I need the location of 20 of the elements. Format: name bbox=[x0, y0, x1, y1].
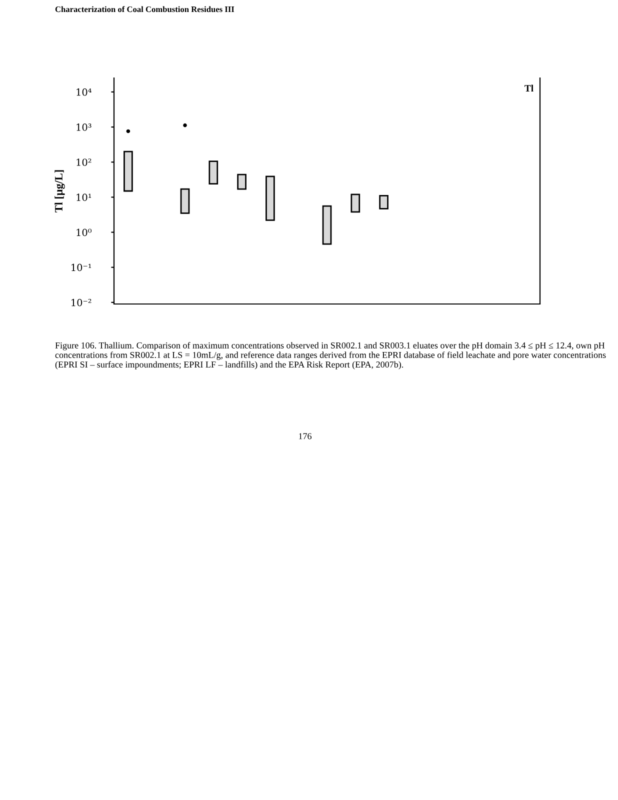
text: 176 bbox=[299, 433, 312, 440]
bar bbox=[266, 176, 275, 221]
y-tick-label: 10⁴ bbox=[76, 88, 92, 96]
y-tick-label: 10⁰ bbox=[76, 228, 92, 236]
y-axis-title: Tl [µg/L] bbox=[54, 170, 65, 212]
bar bbox=[124, 150, 133, 192]
y-tick-label: 10¹ bbox=[76, 194, 92, 202]
caption: Figure 106. Thallium. Comparison of maximum concentrations observed in SR002.1 and SR003.1 eluates over the pH domain 3.4 ≤ pH ≤ 12.4, own pH concentrations from SR002.1 at LS = 10mL/g, and reference data ranges derived from the EPRI database of field leachate and pore water concentrations (EPRI SI – surface impoundments; EPRI LF – landfills) and the EPA Risk Report (EPA, 2007b). bbox=[55, 342, 606, 370]
bar bbox=[237, 174, 246, 190]
y-tick-label: 10⁻² bbox=[72, 298, 92, 306]
bar bbox=[208, 160, 218, 185]
chart-title: Characterization of Coal Combustion Residues III bbox=[55, 6, 234, 12]
bar bbox=[350, 194, 360, 213]
annotation: Tl bbox=[524, 84, 534, 92]
bar bbox=[379, 195, 388, 210]
bar bbox=[322, 205, 332, 245]
y-tick-label: 10⁻¹ bbox=[72, 264, 92, 272]
bar bbox=[180, 188, 190, 214]
y-tick-label: 10² bbox=[76, 158, 92, 166]
y-tick-label: 10³ bbox=[76, 124, 92, 131]
